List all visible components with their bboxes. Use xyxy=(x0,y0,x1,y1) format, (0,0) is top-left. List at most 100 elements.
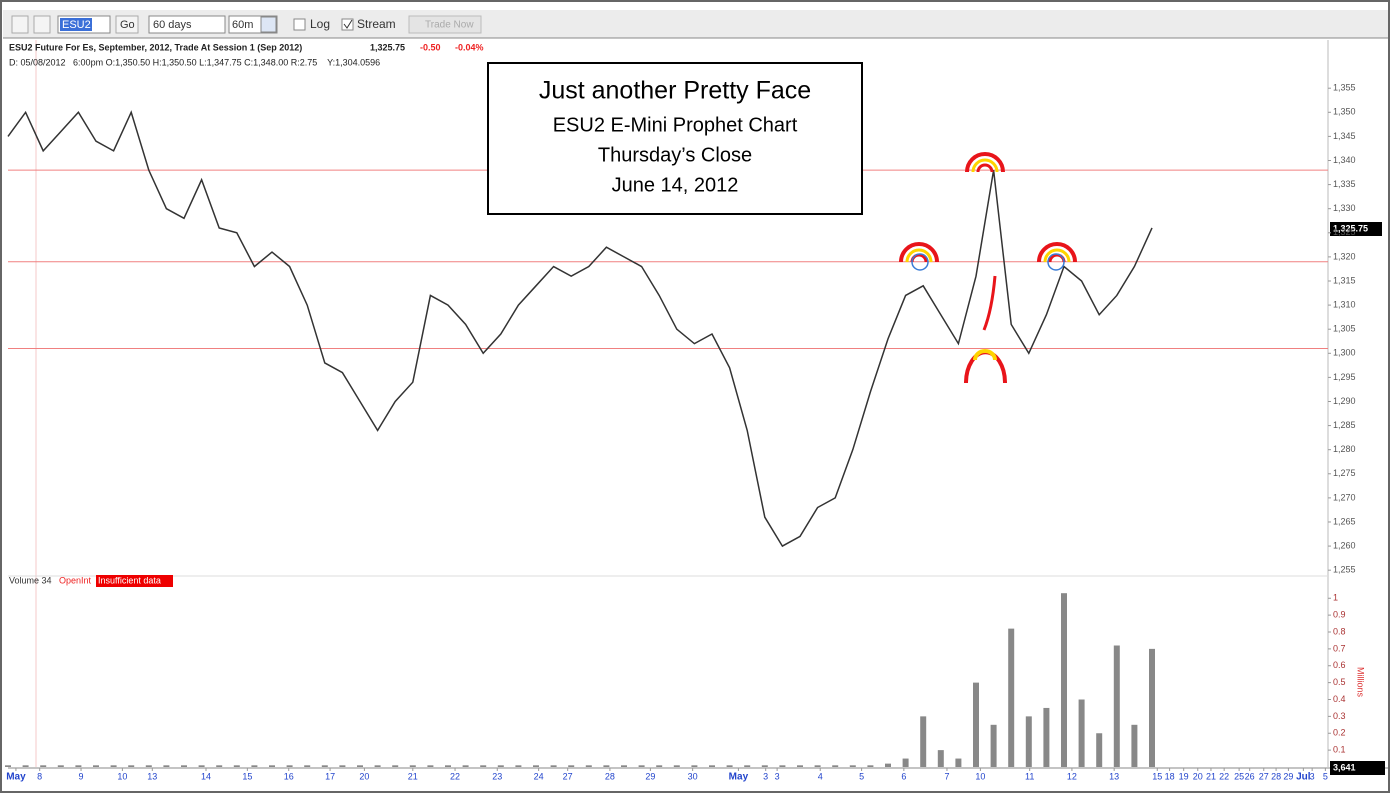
volume-bar xyxy=(691,765,698,767)
x-tick-label: 29 xyxy=(645,771,655,781)
y-tick-label: 1,285 xyxy=(1333,420,1356,430)
x-tick-label: 16 xyxy=(284,771,294,781)
x-tick-label: 25 xyxy=(1234,771,1244,781)
volume-bar xyxy=(480,765,487,767)
volume-bar xyxy=(673,765,680,767)
x-tick-label: 26 xyxy=(1245,771,1255,781)
y2-tick-label: 0.1 xyxy=(1333,745,1346,755)
volume-bar xyxy=(1113,645,1120,767)
y2-tick-label: 1 xyxy=(1333,593,1338,603)
log-label: Log xyxy=(310,17,330,31)
x-tick-label: 22 xyxy=(1219,771,1229,781)
stream-checkbox[interactable] xyxy=(341,18,354,31)
y2-tick-label: 0.4 xyxy=(1333,694,1346,704)
volume-bar xyxy=(814,765,821,767)
volume-bar xyxy=(726,765,733,767)
trade-button[interactable] xyxy=(408,15,482,34)
header-change-pct: -0.04% xyxy=(455,42,484,52)
volume-bar xyxy=(744,765,751,767)
volume-bar xyxy=(251,765,258,767)
y-tick-label: 1,265 xyxy=(1333,516,1356,526)
y-tick-label: 1,280 xyxy=(1333,444,1356,454)
volume-bar xyxy=(304,765,311,767)
x-tick-label: 7 xyxy=(944,771,949,781)
x-tick-label: Jul xyxy=(1296,772,1311,783)
x-tick-label: 3 xyxy=(775,771,780,781)
annotations xyxy=(899,152,1077,384)
volume-bar xyxy=(797,765,803,767)
x-tick-label: 21 xyxy=(1206,771,1216,781)
x-tick-label: 12 xyxy=(1067,771,1077,781)
volume-bar xyxy=(603,765,610,767)
volume-bar xyxy=(110,765,117,767)
x-tick-label: 5 xyxy=(1323,771,1328,781)
x-tick-label: 9 xyxy=(79,771,84,781)
volume-bar xyxy=(621,765,627,767)
y2-tick-label: 0.8 xyxy=(1333,626,1346,636)
check xyxy=(343,19,353,29)
volume-bar xyxy=(374,765,381,767)
go-button[interactable] xyxy=(115,15,139,34)
y-tick-label: 1,295 xyxy=(1333,372,1356,382)
volume-bar xyxy=(515,765,522,767)
x-tick-label: 27 xyxy=(563,771,573,781)
x-tick-label: 15 xyxy=(1152,771,1162,781)
volume-bar xyxy=(269,765,275,767)
volume-bar xyxy=(339,765,346,767)
x-tick-label: May xyxy=(729,772,749,783)
volume-bar xyxy=(973,682,979,767)
y-tick-label: 1,345 xyxy=(1333,131,1356,141)
volume-bar xyxy=(75,765,82,767)
volume-bar xyxy=(321,765,328,767)
volume-bar xyxy=(1043,707,1050,767)
range-select[interactable] xyxy=(148,15,226,34)
dropdown[interactable] xyxy=(260,16,277,33)
y-tick-label: 1,260 xyxy=(1333,540,1356,550)
x-tick-label: 3 xyxy=(1310,771,1315,781)
volume-bar xyxy=(550,765,557,767)
x-tick-label: 13 xyxy=(1109,771,1119,781)
y-tick-label: 1,350 xyxy=(1333,107,1356,117)
annotation-line: June 14, 2012 xyxy=(612,174,739,196)
log-checkbox[interactable] xyxy=(293,18,306,31)
volume-bar xyxy=(1149,648,1155,767)
forward-button[interactable] xyxy=(33,15,51,34)
volume-bar xyxy=(93,765,99,767)
volume-bar xyxy=(849,765,856,767)
volume-label: Volume 34 xyxy=(9,575,52,585)
x-tick-label: 8 xyxy=(37,771,42,781)
volume-bar xyxy=(885,763,891,767)
volume-bar xyxy=(233,765,240,767)
selection xyxy=(60,18,92,31)
x-tick-label: 24 xyxy=(534,771,544,781)
y2-tick-label: 0.3 xyxy=(1333,711,1346,721)
annotation-box xyxy=(487,62,863,215)
y2-tick-label: 0.9 xyxy=(1333,610,1346,620)
volume-bar xyxy=(198,765,205,767)
x-tick-label: 3 xyxy=(763,771,768,781)
volume-bar xyxy=(357,765,363,767)
volume-bar xyxy=(832,765,839,767)
y-tick-label: 1,290 xyxy=(1333,396,1356,406)
volume-axis-label: Millions xyxy=(1356,667,1366,698)
volume-bar xyxy=(392,765,399,767)
volume-bar xyxy=(937,750,944,767)
range: 60 days xyxy=(153,19,192,31)
y2-tick-label: 0.7 xyxy=(1333,643,1346,653)
header-details: D: 05/08/2012 6:00pm O:1,350.50 H:1,350.… xyxy=(9,57,380,67)
volume-bar xyxy=(761,765,768,767)
x-tick-label: 20 xyxy=(1193,771,1203,781)
volume-bar xyxy=(1096,733,1103,767)
x-tick-label: 10 xyxy=(117,771,127,781)
volume-bar xyxy=(462,765,469,767)
x-tick-label: 22 xyxy=(450,771,460,781)
header-change: -0.50 xyxy=(420,42,441,52)
y2-tick-label: 0.6 xyxy=(1333,660,1346,670)
x-tick-label: 10 xyxy=(975,771,985,781)
y-tick-label: 1,305 xyxy=(1333,324,1356,334)
x-tick-label: 11 xyxy=(1025,771,1034,781)
volume-bar xyxy=(57,765,64,767)
price-line xyxy=(7,110,1153,548)
back-button[interactable] xyxy=(11,15,29,34)
